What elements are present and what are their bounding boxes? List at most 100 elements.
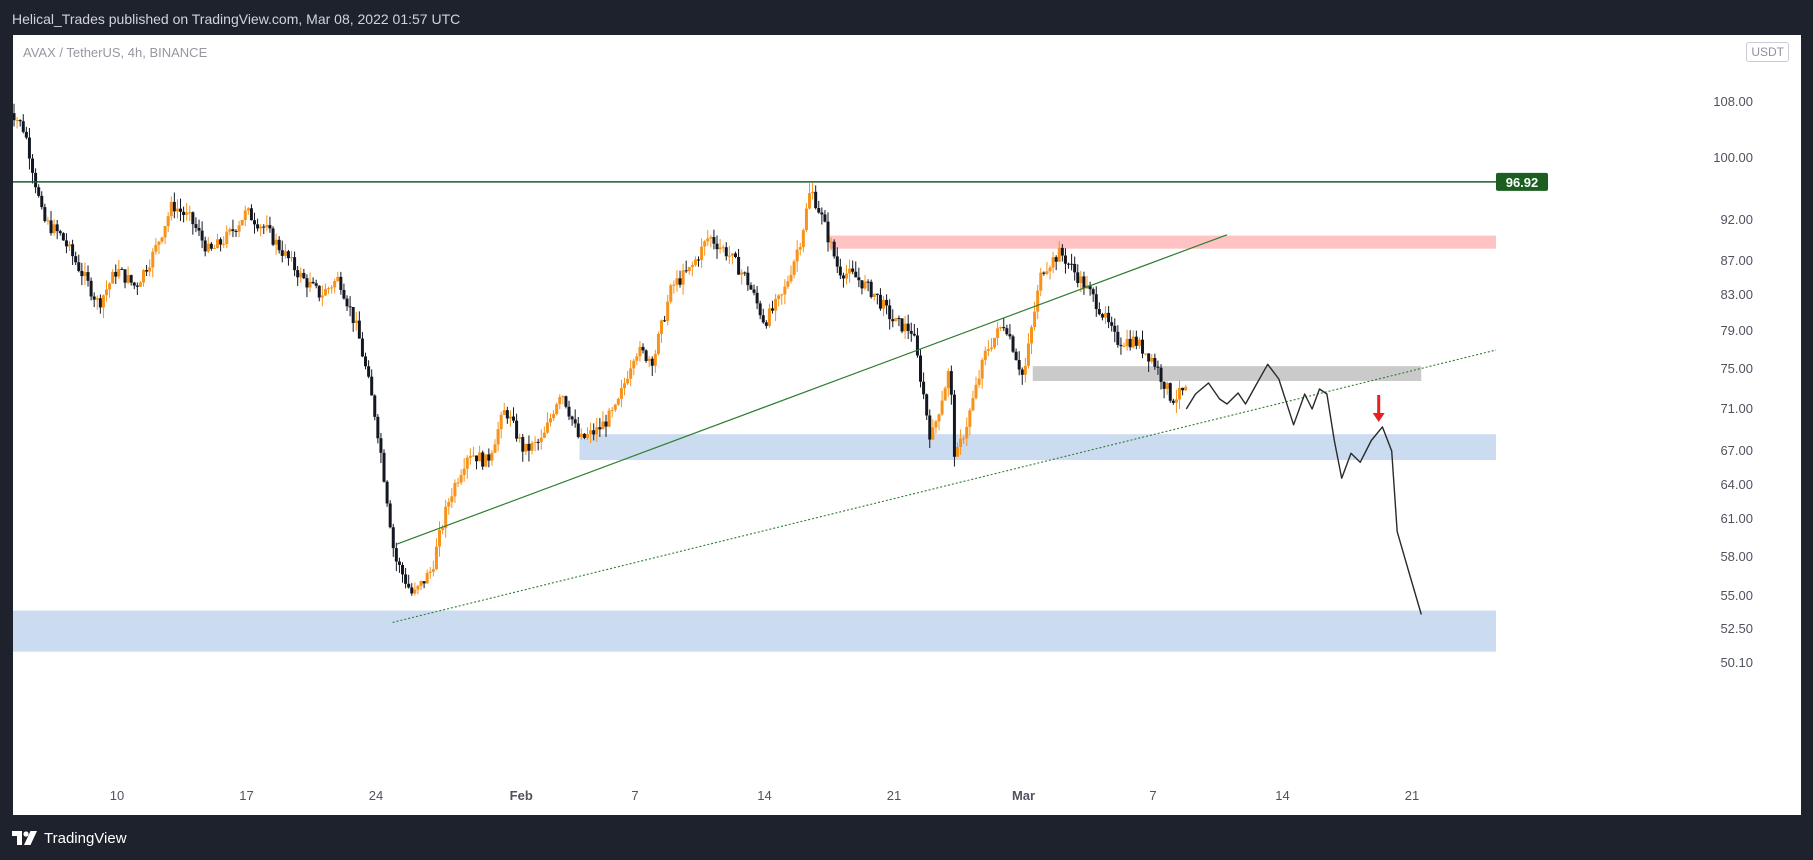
chart-area[interactable]: 108.00 100.00 92.00 87.00 83.00 79.00 75.00 71.…: [13, 35, 1801, 815]
candle-body: [367, 366, 371, 377]
candle-body: [64, 240, 68, 247]
candle-body: [632, 360, 636, 369]
candle-body: [1045, 271, 1049, 274]
candle-body: [108, 283, 112, 290]
candle-body: [875, 293, 879, 295]
candle-body: [900, 318, 904, 332]
candle-body: [114, 271, 118, 277]
candle-body: [290, 257, 294, 259]
candle-body: [820, 212, 824, 215]
candle-body: [512, 416, 516, 421]
candle-body: [838, 266, 842, 276]
zone-demand-lower: [13, 610, 1496, 652]
candle-body: [487, 454, 491, 461]
symbol-label: AVAX / TetherUS, 4h, BINANCE: [23, 45, 208, 60]
candle-body: [265, 225, 269, 228]
candle-body: [172, 201, 176, 212]
candle-body: [447, 502, 451, 507]
candle-body: [37, 187, 41, 196]
candle-body: [243, 210, 247, 221]
candle-body: [595, 427, 599, 435]
candle-body: [897, 318, 901, 320]
candle-body: [1048, 267, 1052, 272]
candle-body: [940, 400, 944, 415]
candle-body: [1020, 369, 1024, 375]
candle-body: [1156, 366, 1160, 368]
candle-body: [693, 259, 697, 265]
candle-body: [191, 212, 195, 225]
candle-body: [1088, 285, 1092, 290]
candle-body: [724, 247, 728, 257]
candle-body: [240, 220, 244, 226]
candle-body: [521, 437, 525, 452]
candle-body: [101, 295, 105, 308]
price-chart[interactable]: 108.00 100.00 92.00 87.00 83.00 79.00 75.00 71.…: [13, 35, 1801, 815]
candle-body: [1002, 327, 1006, 329]
candle-body: [1184, 386, 1188, 391]
candle-body: [558, 396, 562, 405]
candle-body: [660, 320, 664, 334]
candle-body: [246, 208, 250, 211]
candle-body: [737, 256, 741, 275]
y-tick-label: 79.00: [1720, 323, 1753, 338]
candle-body: [878, 294, 882, 309]
candle-body: [943, 388, 947, 401]
zone-grey-resistance: [1032, 366, 1422, 381]
candle-body: [354, 320, 358, 324]
candle-body: [860, 280, 864, 289]
candle-body: [422, 581, 426, 584]
candle-body: [200, 230, 204, 241]
candle-body: [453, 482, 457, 497]
candle-body: [34, 172, 38, 188]
candle-body: [394, 548, 398, 562]
candle-body: [801, 230, 805, 248]
candle-body: [431, 569, 435, 572]
candle-body: [962, 438, 966, 440]
candle-body: [373, 395, 377, 417]
candle-body: [407, 583, 411, 588]
candle-body: [496, 429, 500, 445]
candle-body: [1141, 339, 1145, 354]
candle-body: [1134, 336, 1138, 346]
candle-body: [416, 585, 420, 590]
candle-body: [888, 305, 892, 320]
candle-body: [709, 237, 713, 239]
candle-body: [471, 455, 475, 457]
candle-body: [327, 288, 331, 290]
candle-body: [1097, 309, 1101, 315]
candle-body: [31, 158, 35, 173]
candle-body: [922, 381, 926, 395]
candle-body: [601, 421, 605, 430]
candle-body: [1159, 367, 1163, 382]
candle-body: [845, 273, 849, 279]
candle-body: [672, 284, 676, 286]
candle-body: [135, 285, 139, 287]
tradingview-logo-icon: [12, 831, 37, 845]
candle-body: [46, 220, 50, 222]
candle-body: [13, 113, 16, 121]
candle-body: [669, 285, 673, 302]
candle-body: [228, 229, 232, 232]
down-arrow-icon: [1372, 395, 1385, 422]
candle-body: [145, 270, 149, 272]
candle-body: [780, 294, 784, 296]
candle-body: [1125, 338, 1129, 347]
candle-body: [851, 268, 855, 272]
candle-body: [635, 356, 639, 361]
candle-body: [68, 244, 72, 247]
candle-body: [604, 421, 608, 427]
candle-body: [105, 289, 109, 296]
candle-body: [462, 468, 466, 475]
candle-body: [388, 503, 392, 528]
candle-body: [348, 306, 352, 308]
candle-body: [74, 256, 78, 263]
candle-body: [552, 414, 556, 419]
tradingview-logo[interactable]: TradingView: [12, 828, 127, 848]
candle-body: [931, 427, 935, 440]
candle-body: [542, 432, 546, 438]
currency-badge[interactable]: USDT: [1746, 42, 1789, 62]
candle-body: [441, 528, 445, 530]
candle-body: [222, 243, 226, 245]
y-tick-label: 71.00: [1720, 401, 1753, 416]
candle-body: [1026, 343, 1030, 366]
